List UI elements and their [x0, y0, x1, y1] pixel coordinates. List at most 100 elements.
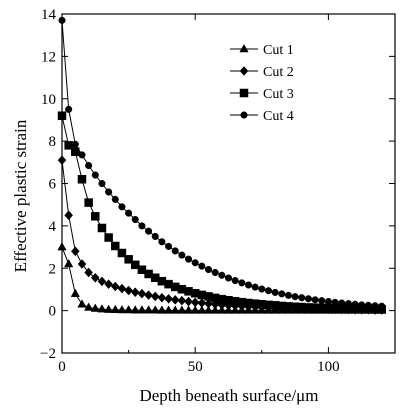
data-point: [71, 140, 79, 148]
legend-label: Cut 4: [263, 109, 294, 124]
data-point: [105, 188, 113, 196]
data-point: [77, 175, 87, 184]
data-point: [278, 290, 286, 298]
data-point: [130, 287, 140, 298]
data-point: [131, 260, 140, 270]
data-point: [90, 303, 100, 312]
y-tick-label: 10: [41, 92, 56, 108]
data-point: [70, 288, 80, 297]
data-point: [84, 302, 94, 311]
data-point: [150, 291, 160, 302]
data-point: [117, 304, 127, 314]
data-point: [157, 292, 167, 303]
data-point: [244, 281, 253, 289]
data-point: [103, 304, 114, 313]
data-point: [91, 212, 100, 221]
data-point: [191, 259, 199, 267]
data-point: [117, 248, 127, 258]
data-point: [304, 295, 312, 303]
data-point: [157, 305, 167, 314]
data-point: [358, 301, 366, 309]
data-point: [90, 272, 100, 283]
y-tick-label: 8: [49, 134, 57, 150]
x-tick-label: 100: [317, 359, 340, 375]
data-point: [158, 238, 166, 246]
data-point: [137, 288, 147, 299]
data-point: [177, 305, 187, 314]
data-point: [218, 271, 226, 279]
legend-marker: [239, 43, 249, 53]
data-point: [271, 288, 279, 296]
data-point: [258, 285, 266, 293]
series-line: [61, 20, 382, 307]
data-point: [77, 259, 87, 269]
legend-item: Cut 3: [230, 87, 294, 102]
data-point: [204, 265, 213, 274]
data-point: [125, 209, 133, 217]
data-point: [111, 195, 119, 203]
data-point: [378, 302, 386, 310]
data-point: [171, 247, 179, 255]
data-point: [110, 304, 120, 314]
data-point: [251, 283, 259, 291]
data-point: [170, 305, 180, 314]
data-point: [118, 203, 126, 211]
data-point: [344, 300, 352, 308]
data-point: [57, 242, 67, 251]
legend-item: Cut 1: [230, 43, 294, 58]
data-point: [104, 279, 113, 290]
series-layer: [57, 16, 387, 315]
data-point: [124, 285, 133, 296]
data-point: [203, 305, 214, 314]
data-point: [137, 305, 147, 314]
data-point: [78, 151, 86, 159]
data-point: [331, 298, 339, 306]
data-point: [165, 242, 173, 250]
legend-marker: [239, 88, 249, 98]
data-point: [143, 305, 154, 314]
data-point: [84, 267, 93, 278]
data-point: [311, 296, 319, 304]
data-point: [170, 294, 180, 305]
legend-item: Cut 2: [230, 65, 294, 80]
data-point: [224, 274, 233, 282]
data-point: [364, 301, 372, 309]
data-point: [338, 299, 346, 307]
y-tick-label: −2: [40, 346, 56, 362]
data-point: [57, 155, 67, 166]
y-tick-label: 6: [49, 177, 57, 193]
data-point: [183, 305, 194, 314]
data-point: [284, 291, 292, 299]
data-point: [238, 279, 246, 287]
legend-item: Cut 4: [230, 109, 294, 124]
legend-label: Cut 2: [263, 65, 294, 80]
data-point: [177, 295, 187, 306]
legend-label: Cut 3: [263, 87, 294, 102]
data-point: [117, 283, 127, 294]
data-point: [318, 297, 326, 305]
data-point: [77, 299, 87, 308]
data-point: [151, 232, 159, 241]
y-tick-label: 12: [41, 49, 56, 65]
data-point: [130, 305, 140, 314]
data-point: [210, 305, 220, 314]
data-point: [190, 297, 200, 308]
data-point: [97, 304, 107, 313]
data-point: [197, 305, 207, 314]
x-tick-label: 0: [58, 359, 66, 375]
x-tick-label: 50: [188, 359, 203, 375]
data-point: [198, 262, 206, 270]
data-point: [104, 233, 113, 242]
series-4: [58, 16, 386, 310]
data-point: [324, 297, 332, 306]
data-point: [110, 281, 120, 292]
legend-label: Cut 1: [263, 43, 294, 58]
data-point: [97, 223, 107, 233]
data-point: [123, 304, 134, 314]
data-point: [351, 300, 359, 308]
data-point: [124, 255, 133, 264]
data-point: [111, 241, 120, 251]
y-axis-label: Effective plastic strain: [11, 119, 30, 272]
data-point: [144, 290, 153, 301]
